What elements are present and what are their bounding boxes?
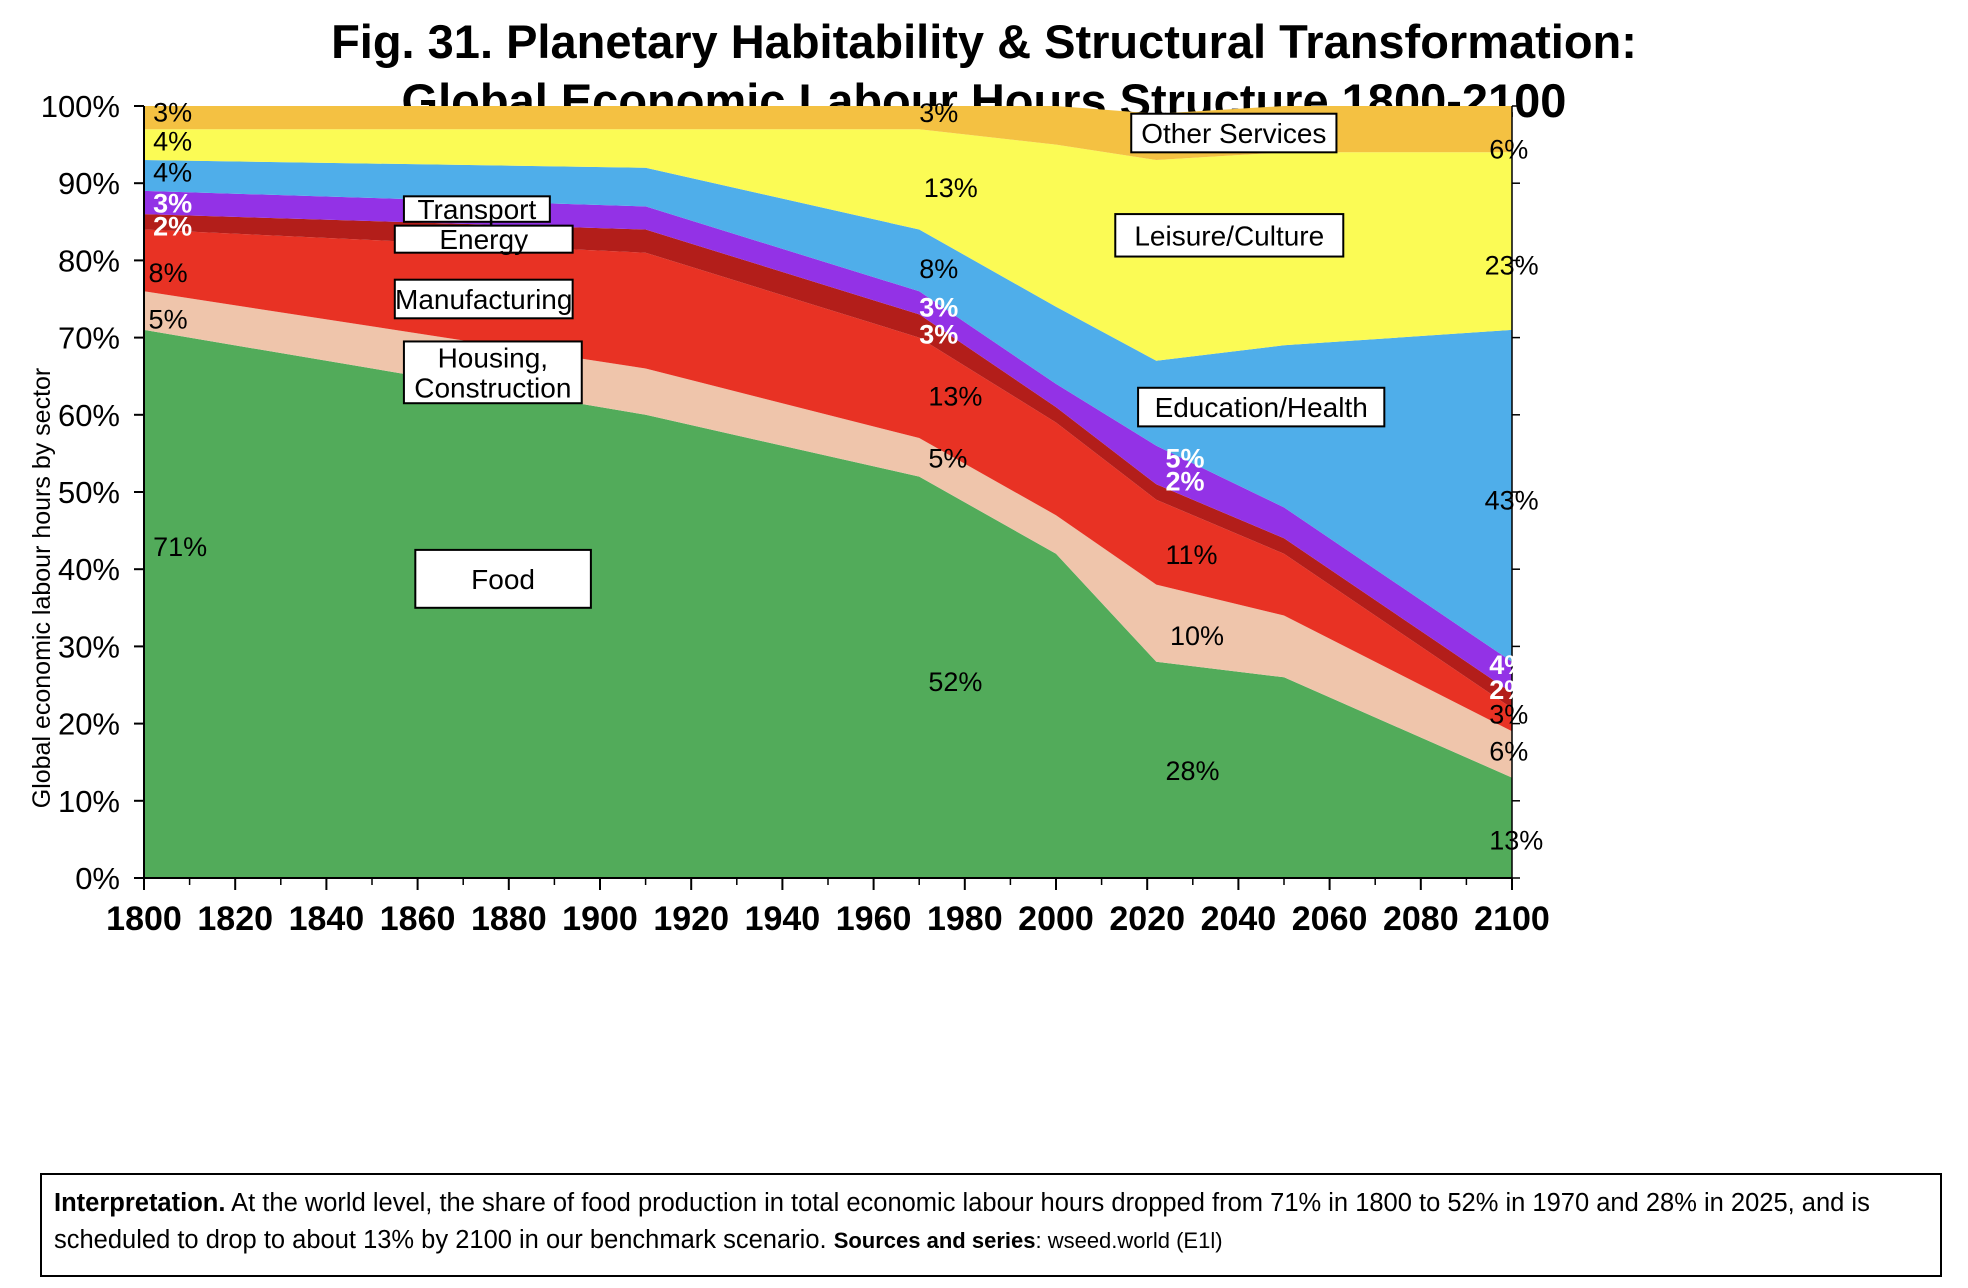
sources-label: Sources and series [833,1228,1036,1253]
y-tick-label: 30% [58,629,120,664]
data-label: 13% [928,382,982,412]
x-tick-label: 1960 [836,900,912,938]
annotation-box-education-health [1137,386,1386,428]
data-label: 10% [1170,621,1224,651]
x-tick-label: 1800 [106,900,182,938]
stacked-areas [144,106,1512,878]
data-label: 43% [1485,486,1539,516]
annotation-label: Manufacturing [395,284,572,315]
y-tick-label: 20% [58,707,120,742]
y-tick-label: 10% [58,784,120,819]
data-label: 3% [919,293,958,323]
data-label: 6% [1489,134,1528,164]
y-tick-label: 0% [75,861,120,896]
y-tick-label: 50% [58,475,120,510]
data-label: 8% [149,258,188,288]
area-manufacturing [144,229,1512,732]
x-tick-label: 1920 [653,900,729,938]
annotation-box-other-services [1130,112,1338,154]
data-label: 4% [153,158,192,188]
data-label: 2% [1489,675,1528,705]
annotation-box-food [414,548,592,609]
x-tick-label: 1880 [471,900,547,938]
data-label: 23% [1485,250,1539,280]
y-tick-label: 40% [58,552,120,587]
data-label: 28% [1165,756,1219,786]
y-tick-label: 100% [41,89,120,124]
x-tick-label: 2020 [1109,900,1185,938]
annotation-box-leisure-culture [1114,213,1345,258]
x-tick-label: 2100 [1474,900,1550,938]
y-tick-label: 90% [58,166,120,201]
sources-value: : wseed.world (E1l) [1035,1228,1223,1253]
x-tick-label: 1940 [745,900,821,938]
x-tick-label: 2080 [1383,900,1459,938]
data-label: 4% [153,127,192,157]
y-tick-label: 80% [58,243,120,278]
data-label: 13% [924,173,978,203]
annotation-label: Leisure/Culture [1134,220,1324,251]
annotation-box-transport [402,195,551,223]
y-axis-label: Global economic labour hours by sector [28,368,56,809]
y-tick-label: 60% [58,398,120,433]
data-label: 6% [1489,737,1528,767]
data-label: 5% [149,304,188,334]
x-tick-label: 1840 [289,900,365,938]
data-label: 13% [1489,825,1543,855]
data-label: 2% [153,212,192,242]
data-label: 4% [1489,650,1528,680]
annotations: Food Housing,Construction Manufacturing Ene… [393,112,1386,609]
annotation-label: Education/Health [1155,392,1368,423]
data-label: 71% [153,532,207,562]
chart-title: Fig. 31. Planetary Habitability & Struct… [331,15,1637,68]
data-label: 8% [919,254,958,284]
x-tick-label: 1860 [380,900,456,938]
annotation-label: Construction [414,372,571,403]
axes: 0% 10% 20% 30% 40% 50% 60% 70% 80% 90% 100% 1800 182… [41,89,1550,938]
data-label: 11% [1165,540,1217,570]
data-label: 52% [928,667,982,697]
annotation-label: Transport [417,194,536,225]
x-tick-label: 2060 [1292,900,1368,938]
data-label: 2% [1165,466,1204,496]
x-tick-label: 2040 [1201,900,1277,938]
data-label: 5% [928,443,967,473]
y-tick-label: 70% [58,321,120,356]
annotation-box-energy [393,224,574,254]
annotation-box-manufacturing [393,278,574,320]
area-leisure-culture [144,129,1512,361]
data-label: 3% [153,189,192,219]
annotation-box-housing-construction [402,340,583,405]
data-label: 5% [1165,443,1204,473]
data-label: 3% [919,320,958,350]
annotation-label: Housing, [438,342,549,373]
data-label: 3% [919,98,958,128]
x-tick-label: 1900 [562,900,638,938]
area-food [144,329,1512,878]
interpretation-text: At the world level, the share of food pr… [54,1189,1870,1254]
annotation-label: Other Services [1141,118,1326,149]
annotation-label: Food [471,564,535,595]
x-tick-label: 2000 [1018,900,1094,938]
annotation-label: Energy [439,224,528,255]
data-label: 3% [1489,700,1528,730]
interpretation-label: Interpretation. [54,1189,226,1217]
area-housing-construction [144,291,1512,778]
interpretation-note: Interpretation. At the world level, the … [40,1173,1942,1277]
x-tick-label: 1980 [927,900,1003,938]
x-tick-label: 1820 [197,900,273,938]
data-label: 3% [153,97,192,127]
